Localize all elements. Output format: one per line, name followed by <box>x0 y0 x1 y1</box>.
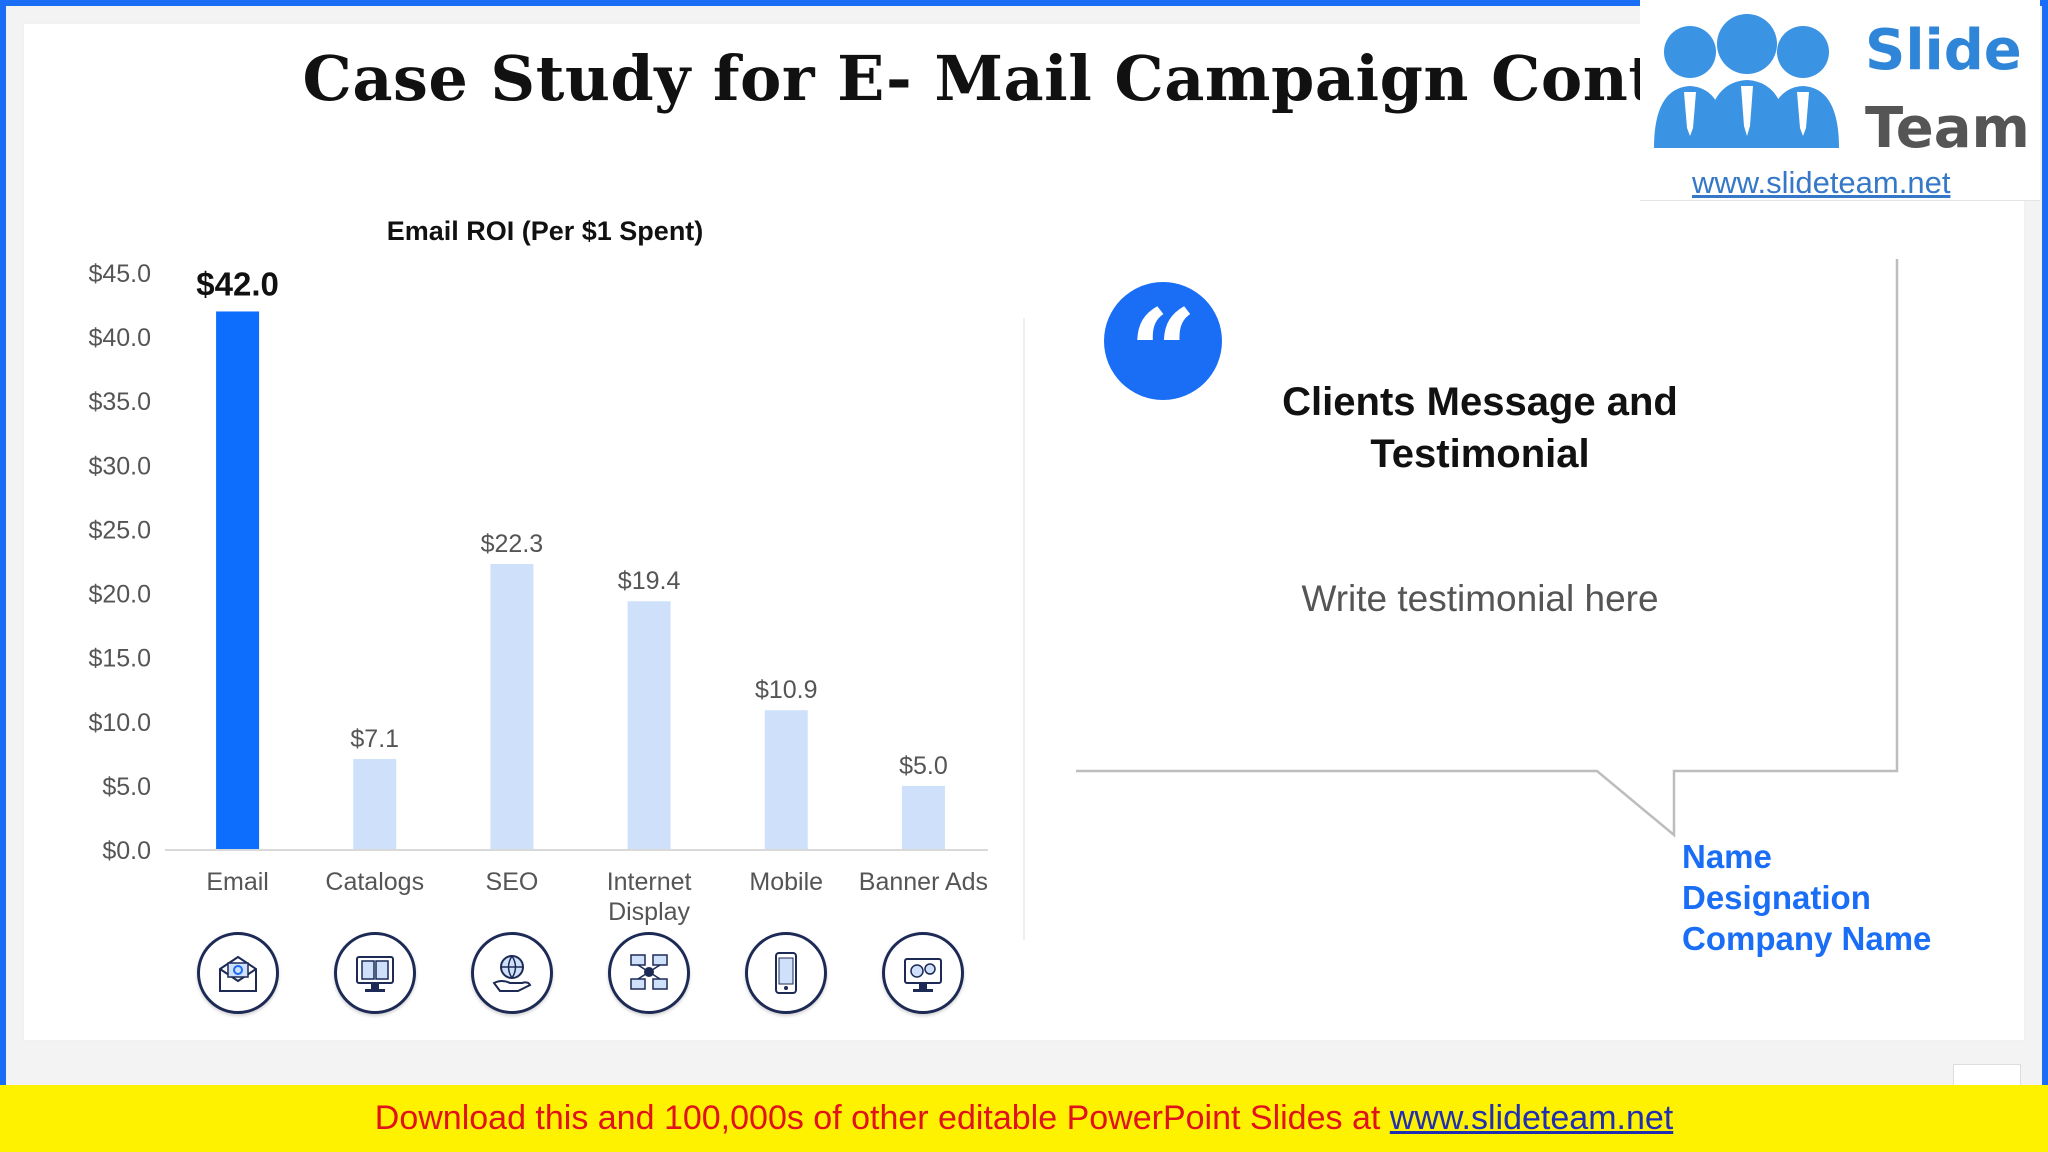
speech-bubble-outline <box>1076 259 1899 838</box>
logo-word-slide: Slide <box>1865 18 2022 83</box>
data-label: $5.0 <box>899 752 948 780</box>
download-banner: Download this and 100,000s of other edit… <box>0 1085 2048 1152</box>
slide-title: Case Study for E- Mail Campaign Contd.. <box>302 42 1746 115</box>
y-tick-label: $30.0 <box>88 452 151 480</box>
data-label: $10.9 <box>755 676 818 704</box>
roi-bar-chart: $0.0 $5.0 $10.0 $15.0 $20.0 $25.0 $30.0 $35.0 $4… <box>88 260 1025 940</box>
bar-catalogs <box>353 758 397 850</box>
y-tick-label: $45.0 <box>88 260 151 288</box>
corner-tab <box>1953 1064 2021 1086</box>
client-name[interactable]: Name <box>1682 838 1772 875</box>
testimonial-heading: Clients Message and Testimonial <box>1282 380 1678 476</box>
quote-icon: “ <box>1104 282 1222 412</box>
chart-title: Email ROI (Per $1 Spent) <box>386 216 704 246</box>
y-tick-label: $20.0 <box>88 581 151 609</box>
internet-display-icon <box>608 932 691 1014</box>
bar-seo <box>490 564 534 850</box>
y-tick-label: $10.0 <box>88 709 151 737</box>
bar-banner-ads <box>901 785 945 850</box>
banner-ads-icon <box>882 932 965 1014</box>
x-tick-label: Catalogs <box>325 868 424 896</box>
seo-icon <box>470 932 553 1014</box>
data-label: $42.0 <box>196 265 279 302</box>
y-tick-label: $15.0 <box>88 645 151 673</box>
y-tick-label: $5.0 <box>102 773 151 801</box>
x-tick-label: Internet <box>607 868 692 896</box>
frame-top-border <box>0 0 2048 6</box>
frame-right-border <box>2042 0 2048 1085</box>
x-tick-label: Mobile <box>749 868 823 896</box>
team-people-icon <box>1654 14 1839 148</box>
y-tick-label: $0.0 <box>102 837 151 865</box>
data-label: $7.1 <box>350 725 399 753</box>
x-tick-label: Banner Ads <box>859 868 988 896</box>
x-tick-label: SEO <box>486 868 539 896</box>
y-tick-label: $25.0 <box>88 516 151 544</box>
client-company[interactable]: Company Name <box>1682 920 1932 957</box>
bar-email <box>216 311 260 850</box>
testimonial-body[interactable]: Write testimonial here <box>1301 578 1659 619</box>
frame-left-border <box>0 0 6 1085</box>
mobile-icon <box>745 932 828 1014</box>
client-designation[interactable]: Designation <box>1682 879 1871 916</box>
catalog-icon <box>333 932 416 1014</box>
x-tick-label: Display <box>608 898 690 926</box>
banner-text: Download this and 100,000s of other edit… <box>374 1099 1390 1137</box>
banner-link[interactable]: www.slideteam.net <box>1389 1099 1674 1137</box>
data-label: $19.4 <box>618 567 681 595</box>
data-label: $22.3 <box>481 530 544 558</box>
logo-word-team: Team <box>1865 96 2030 161</box>
email-icon <box>196 932 279 1014</box>
y-tick-label: $40.0 <box>88 324 151 352</box>
bar-internet-display <box>627 601 671 850</box>
slideteam-logo[interactable]: Slide Team www.slideteam.net <box>1640 0 2040 201</box>
logo-url-link[interactable]: www.slideteam.net <box>1692 165 1951 200</box>
y-tick-label: $35.0 <box>88 388 151 416</box>
bar-mobile <box>764 710 808 850</box>
x-tick-label: Email <box>206 868 269 896</box>
